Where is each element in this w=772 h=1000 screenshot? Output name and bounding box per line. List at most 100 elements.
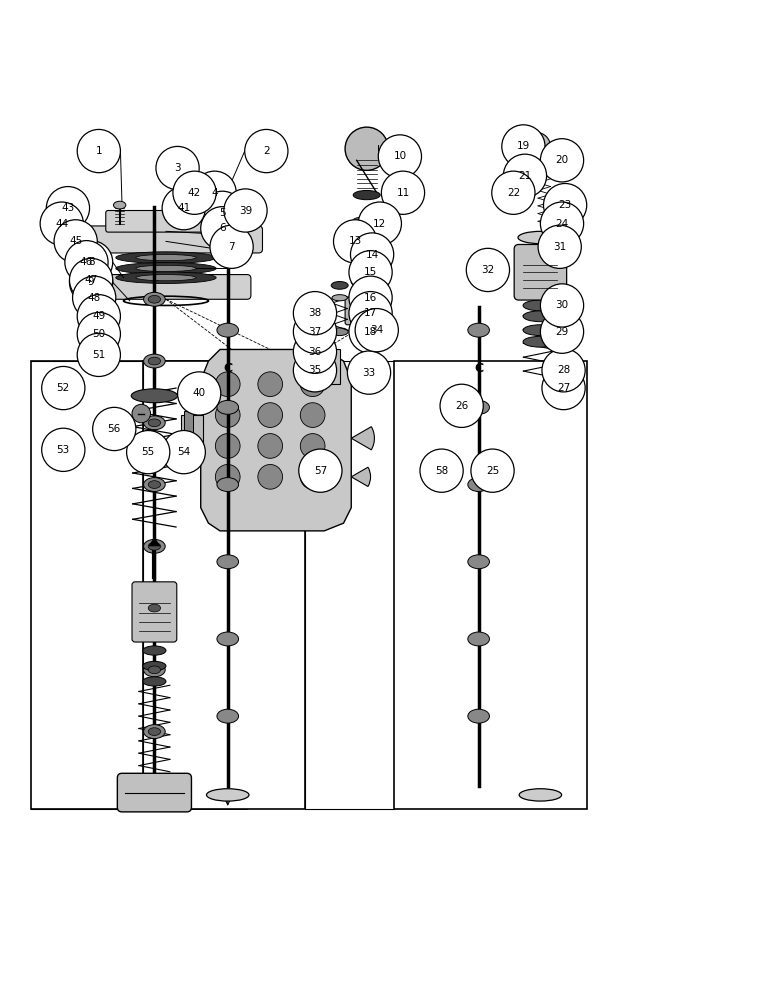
Text: 3: 3 [174,163,181,173]
FancyBboxPatch shape [132,582,177,642]
Ellipse shape [144,725,165,739]
Ellipse shape [136,265,196,271]
Ellipse shape [519,789,561,801]
Text: 7: 7 [229,242,235,252]
Text: 4: 4 [212,188,218,198]
Ellipse shape [144,663,165,677]
Circle shape [540,146,564,171]
Ellipse shape [331,328,348,336]
Ellipse shape [217,555,239,569]
Polygon shape [205,191,251,205]
Polygon shape [148,537,161,546]
Circle shape [73,276,116,319]
Text: 39: 39 [239,206,252,216]
Text: C: C [474,362,483,375]
Bar [184,411,193,434]
Ellipse shape [148,295,161,303]
Text: 11: 11 [396,188,410,198]
Ellipse shape [148,357,161,365]
Text: 14: 14 [365,250,379,260]
Text: 36: 36 [308,347,322,357]
Circle shape [258,403,283,427]
Circle shape [215,464,240,489]
Ellipse shape [353,217,381,224]
Ellipse shape [143,661,166,671]
Text: 25: 25 [486,466,499,476]
Ellipse shape [217,246,239,260]
Ellipse shape [353,293,381,302]
Ellipse shape [136,275,196,281]
Ellipse shape [148,604,161,612]
FancyBboxPatch shape [85,226,262,253]
Text: 58: 58 [435,466,449,476]
Circle shape [156,146,199,190]
Ellipse shape [116,263,216,274]
Ellipse shape [144,539,165,553]
Ellipse shape [217,323,239,337]
Ellipse shape [143,646,166,655]
Polygon shape [352,258,381,282]
Circle shape [46,187,90,230]
Text: 12: 12 [373,219,387,229]
Ellipse shape [148,481,161,488]
Ellipse shape [468,323,489,337]
Circle shape [77,129,120,173]
FancyBboxPatch shape [345,297,388,325]
Bar [323,349,340,384]
Text: 34: 34 [370,325,384,335]
Circle shape [42,428,85,471]
Text: 47: 47 [84,275,98,285]
Text: 50: 50 [92,329,106,339]
Text: 51: 51 [92,350,106,360]
Circle shape [523,133,550,160]
Circle shape [77,312,120,356]
Circle shape [162,431,205,474]
Text: 29: 29 [555,327,569,337]
Ellipse shape [206,789,249,801]
Ellipse shape [523,336,557,347]
Circle shape [300,403,325,427]
Text: 41: 41 [177,203,191,213]
Ellipse shape [468,709,489,723]
Text: 38: 38 [308,308,322,318]
Text: 35: 35 [308,365,322,375]
Circle shape [293,330,337,373]
Ellipse shape [148,419,161,427]
Text: 26: 26 [455,401,469,411]
Ellipse shape [144,292,165,306]
Text: 43: 43 [61,203,75,213]
Circle shape [201,207,244,250]
Bar [143,361,305,809]
Text: 23: 23 [558,200,572,210]
Circle shape [378,135,422,178]
Ellipse shape [353,227,381,235]
Circle shape [350,233,394,276]
Circle shape [420,449,463,492]
Ellipse shape [353,190,380,200]
Text: 1: 1 [96,146,102,156]
Ellipse shape [143,677,166,686]
Text: 24: 24 [555,219,569,229]
Ellipse shape [523,300,557,311]
Circle shape [162,187,205,230]
Circle shape [540,202,584,245]
Ellipse shape [180,434,197,442]
Ellipse shape [144,416,165,430]
Circle shape [93,407,136,451]
Text: 15: 15 [364,267,378,277]
Text: 49: 49 [92,311,106,321]
Circle shape [502,125,545,168]
Circle shape [492,171,535,214]
Text: 48: 48 [87,293,101,303]
Circle shape [293,349,337,392]
Circle shape [215,403,240,427]
Circle shape [381,171,425,214]
Text: 45: 45 [69,236,83,246]
Circle shape [542,349,585,392]
Ellipse shape [351,278,382,287]
Ellipse shape [136,255,196,261]
Circle shape [300,372,325,397]
Text: 44: 44 [55,219,69,229]
Text: 57: 57 [313,466,327,476]
Ellipse shape [148,542,161,550]
